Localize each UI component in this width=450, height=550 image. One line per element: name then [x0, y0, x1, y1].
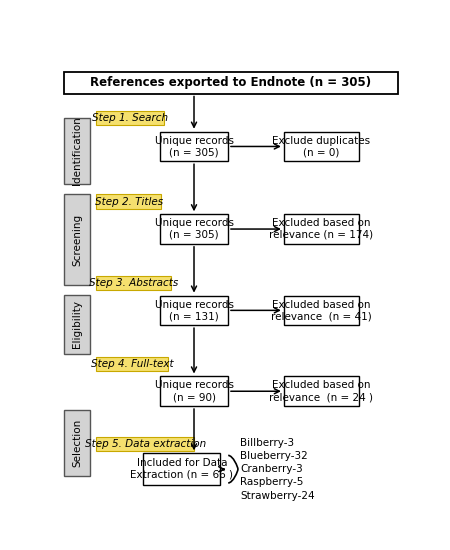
FancyBboxPatch shape — [284, 376, 359, 406]
Text: Selection: Selection — [72, 419, 82, 467]
Text: Excluded based on
relevance  (n = 24 ): Excluded based on relevance (n = 24 ) — [269, 381, 373, 402]
Text: Unique records
(n = 305): Unique records (n = 305) — [154, 218, 234, 240]
FancyBboxPatch shape — [96, 111, 164, 125]
FancyBboxPatch shape — [160, 295, 228, 325]
FancyBboxPatch shape — [144, 453, 220, 485]
Text: Exclude duplicates
(n = 0): Exclude duplicates (n = 0) — [272, 136, 370, 157]
Text: Excluded based on
relevance  (n = 41): Excluded based on relevance (n = 41) — [271, 300, 372, 321]
Text: Screening: Screening — [72, 213, 82, 266]
Text: Billberry-3
Blueberry-32
Cranberry-3
Raspberry-5
Strawberry-24: Billberry-3 Blueberry-32 Cranberry-3 Ras… — [240, 438, 315, 500]
Text: Unique records
(n = 305): Unique records (n = 305) — [154, 136, 234, 157]
FancyBboxPatch shape — [160, 131, 228, 161]
FancyBboxPatch shape — [64, 295, 90, 354]
Text: Excluded based on
relevance (n = 174): Excluded based on relevance (n = 174) — [269, 218, 373, 240]
Text: Eligibility: Eligibility — [72, 300, 82, 348]
FancyBboxPatch shape — [96, 276, 171, 290]
FancyBboxPatch shape — [96, 194, 161, 208]
Text: Step 3. Abstracts: Step 3. Abstracts — [89, 278, 179, 288]
FancyBboxPatch shape — [96, 437, 194, 451]
Text: Unique records
(n = 131): Unique records (n = 131) — [154, 300, 234, 321]
FancyBboxPatch shape — [284, 295, 359, 325]
FancyBboxPatch shape — [96, 357, 168, 371]
Text: Included for Data
Extraction (n = 66 ): Included for Data Extraction (n = 66 ) — [130, 458, 233, 480]
Text: Step 1. Search: Step 1. Search — [92, 113, 168, 123]
Text: Identification: Identification — [72, 117, 82, 185]
FancyBboxPatch shape — [64, 118, 90, 184]
Text: Step 2. Titles: Step 2. Titles — [94, 196, 163, 206]
FancyBboxPatch shape — [160, 214, 228, 244]
Text: Step 5. Data extraction: Step 5. Data extraction — [85, 439, 206, 449]
Text: References exported to Endnote (n = 305): References exported to Endnote (n = 305) — [90, 76, 372, 89]
Text: Unique records
(n = 90): Unique records (n = 90) — [154, 381, 234, 402]
FancyBboxPatch shape — [64, 194, 90, 285]
FancyBboxPatch shape — [64, 72, 398, 94]
FancyBboxPatch shape — [160, 376, 228, 406]
FancyBboxPatch shape — [284, 214, 359, 244]
FancyBboxPatch shape — [284, 131, 359, 161]
Text: Step 4. Full-text: Step 4. Full-text — [91, 359, 173, 369]
FancyBboxPatch shape — [64, 410, 90, 476]
